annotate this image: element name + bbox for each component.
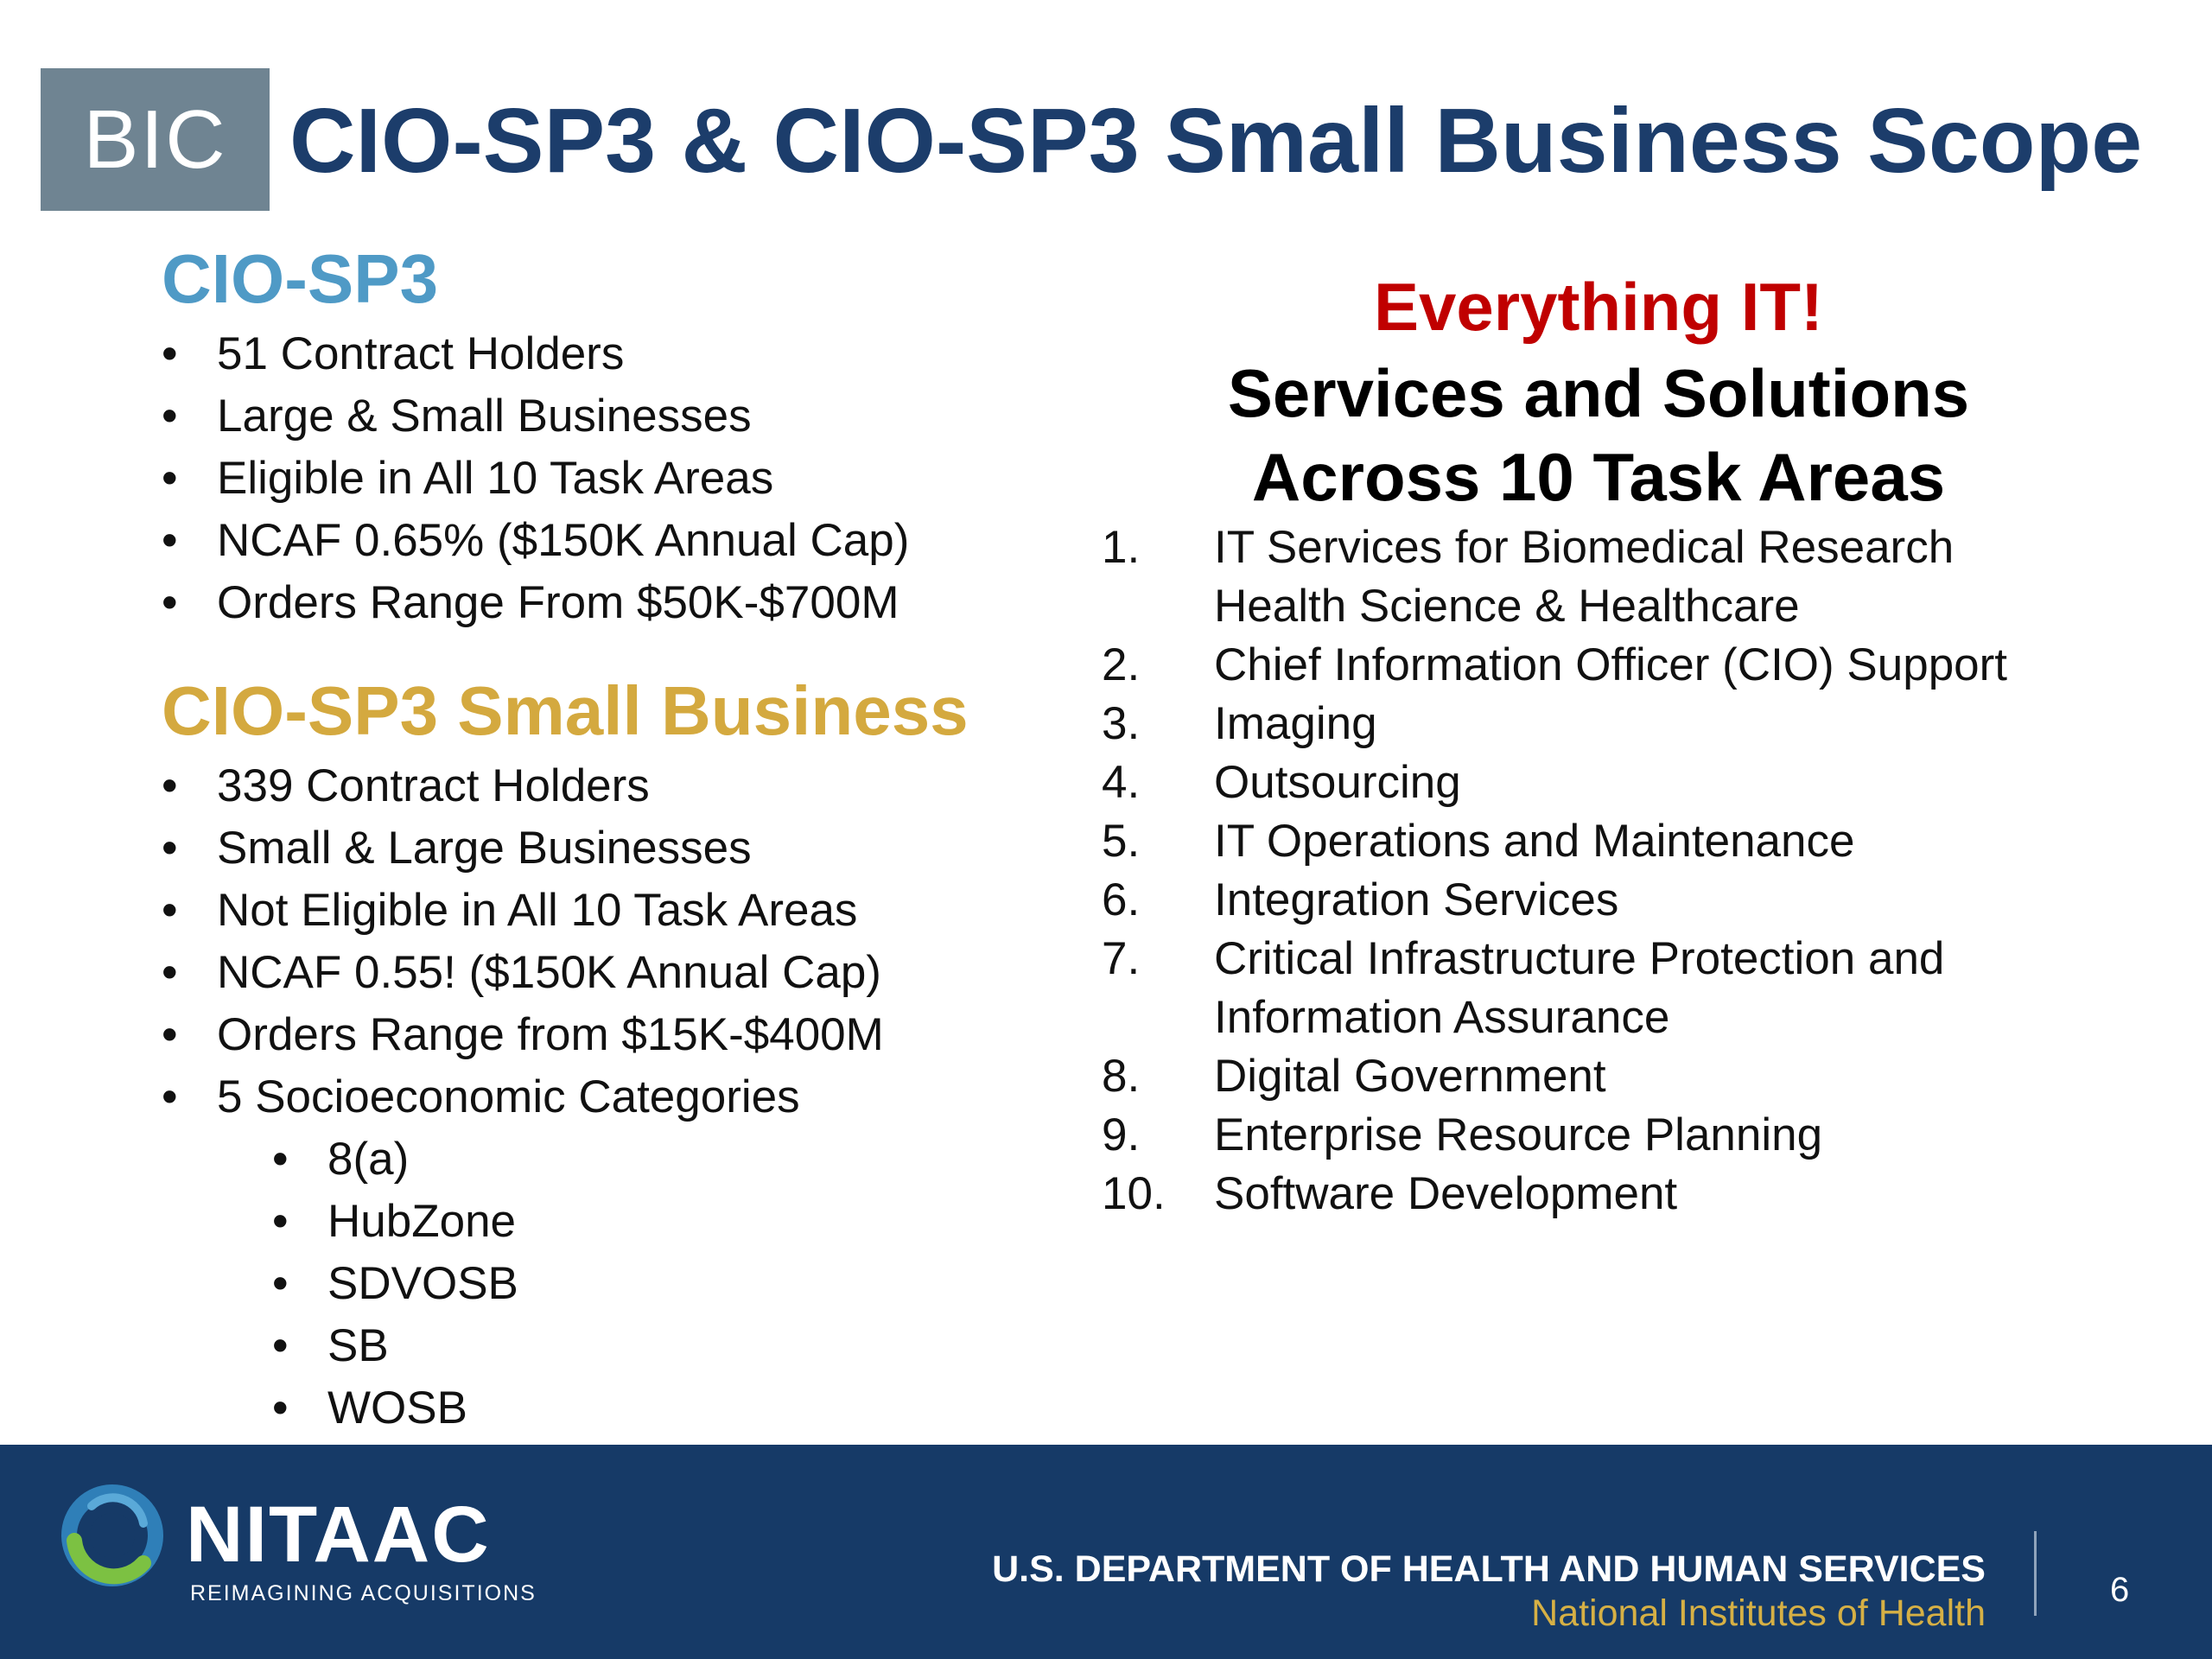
list-item: 5 Socioeconomic Categories — [162, 1066, 884, 1128]
task-number: 1. — [1102, 522, 1141, 573]
nitaac-tagline: REIMAGINING ACQUISITIONS — [190, 1581, 537, 1605]
task-areas-subtitle: Across 10 Task Areas — [1251, 439, 1946, 515]
footer-bar — [0, 1445, 2212, 1659]
services-subtitle: Services and Solutions — [1227, 355, 1970, 431]
list-item: Orders Range from $15K-$400M — [162, 1004, 884, 1066]
task-number: 5. — [1102, 816, 1141, 867]
task-label: Digital Government — [1214, 1051, 1606, 1102]
department-name: U.S. DEPARTMENT OF HEALTH AND HUMAN SERV… — [992, 1548, 1986, 1590]
task-item: 4. Outsourcing — [1102, 753, 2007, 812]
task-item-continued: Health Science & Healthcare — [1102, 577, 2007, 636]
task-number: 10. — [1102, 1168, 1166, 1219]
page-number: 6 — [2110, 1571, 2130, 1609]
list-item: Small & Large Businesses — [162, 817, 884, 880]
task-label: IT Services for Biomedical Research — [1214, 522, 1955, 573]
list-item: Eligible in All 10 Task Areas — [162, 448, 909, 510]
task-item: 2. Chief Information Officer (CIO) Suppor… — [1102, 636, 2007, 695]
task-label: Enterprise Resource Planning — [1214, 1109, 1823, 1160]
task-label: Critical Infrastructure Protection and — [1214, 933, 1945, 984]
nitaac-logo-text: NITAAC — [186, 1491, 491, 1579]
cio-sp3-list: 51 Contract Holders Large & Small Busine… — [162, 323, 909, 634]
footer-divider — [2034, 1531, 2037, 1616]
task-number: 3. — [1102, 698, 1141, 749]
task-item: 7. Critical Infrastructure Protection and — [1102, 930, 2007, 988]
cio-sp3-sb-list: 339 Contract Holders Small & Large Busin… — [162, 755, 884, 1128]
list-item: 339 Contract Holders — [162, 755, 884, 817]
list-item: Orders Range From $50K-$700M — [162, 572, 909, 634]
task-label: Integration Services — [1214, 874, 1619, 925]
task-number: 6. — [1102, 874, 1141, 925]
sub-list-item: SDVOSB — [272, 1253, 518, 1315]
list-item: NCAF 0.55! ($150K Annual Cap) — [162, 942, 884, 1004]
task-number: 9. — [1102, 1109, 1141, 1160]
task-number: 8. — [1102, 1051, 1141, 1102]
sub-list-item: SB — [272, 1315, 518, 1377]
list-item: NCAF 0.65% ($150K Annual Cap) — [162, 510, 909, 572]
task-label: Health Science & Healthcare — [1214, 581, 1800, 632]
bic-badge: BIC — [41, 68, 270, 211]
institute-name: National Institutes of Health — [1531, 1592, 1986, 1634]
slide-title: CIO-SP3 & CIO-SP3 Small Business Scope — [289, 90, 2143, 192]
task-label: Outsourcing — [1214, 757, 1461, 808]
task-label: Imaging — [1214, 698, 1377, 749]
list-item: Large & Small Businesses — [162, 385, 909, 448]
task-number: 4. — [1102, 757, 1141, 808]
task-label: Software Development — [1214, 1168, 1678, 1219]
everything-it-tagline: Everything IT! — [1373, 269, 1824, 345]
task-label: IT Operations and Maintenance — [1214, 816, 1855, 867]
task-item: 1. IT Services for Biomedical Research — [1102, 518, 2007, 577]
task-areas-list: 1. IT Services for Biomedical Research He… — [1102, 518, 2007, 1224]
sub-list-item: 8(a) — [272, 1128, 518, 1191]
task-item: 9. Enterprise Resource Planning — [1102, 1106, 2007, 1165]
task-number: 7. — [1102, 933, 1141, 984]
task-item: 8. Digital Government — [1102, 1047, 2007, 1106]
nitaac-logo-icon — [61, 1484, 163, 1586]
task-label: Information Assurance — [1214, 992, 1670, 1043]
cio-sp3-heading: CIO-SP3 — [162, 240, 439, 317]
sub-list-item: WOSB — [272, 1377, 518, 1440]
cio-sp3-sb-heading: CIO-SP3 Small Business — [162, 672, 969, 749]
task-item: 3. Imaging — [1102, 695, 2007, 753]
task-label: Chief Information Officer (CIO) Support — [1214, 639, 2008, 690]
sub-list-item: HubZone — [272, 1191, 518, 1253]
task-item: 5. IT Operations and Maintenance — [1102, 812, 2007, 871]
task-item-continued: Information Assurance — [1102, 988, 2007, 1047]
list-item: 51 Contract Holders — [162, 323, 909, 385]
socioeconomic-sublist: 8(a) HubZone SDVOSB SB WOSB — [272, 1128, 518, 1440]
task-number: 2. — [1102, 639, 1141, 690]
list-item: Not Eligible in All 10 Task Areas — [162, 880, 884, 942]
task-item: 6. Integration Services — [1102, 871, 2007, 930]
task-item: 10. Software Development — [1102, 1165, 2007, 1224]
